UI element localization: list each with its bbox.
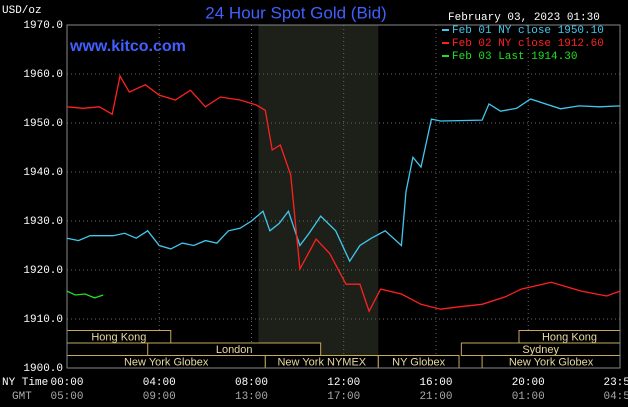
x-row-label: GMT [12, 391, 32, 403]
gmt-tick-label: 04:59 [603, 391, 628, 403]
y-tick-label: 1920.0 [23, 265, 63, 277]
gmt-tick-label: 21:00 [419, 391, 452, 403]
legend-label: Feb 02 NY close 1912.60 [452, 38, 604, 50]
x-tick-label: 23:59 [603, 377, 628, 389]
subtitle: www.kitco.com [69, 38, 186, 55]
session-label: New York Globex [124, 357, 209, 369]
session-label: Hong Kong [542, 332, 597, 344]
y-tick-label: 1970.0 [23, 20, 63, 32]
y-tick-label: 1950.0 [23, 118, 63, 130]
session-label: London [216, 344, 253, 356]
y-tick-label: 1940.0 [23, 167, 63, 179]
session-label: New York Globex [509, 357, 594, 369]
x-tick-label: 12:00 [327, 377, 360, 389]
highlight-band [258, 25, 379, 368]
x-tick-label: 00:00 [50, 377, 83, 389]
x-tick-label: 20:00 [512, 377, 545, 389]
x-tick-label: 04:00 [143, 377, 176, 389]
y-tick-label: 1910.0 [23, 314, 63, 326]
gmt-tick-label: 13:00 [235, 391, 268, 403]
session-label: NY Globex [392, 357, 445, 369]
session-label: Sydney [522, 344, 559, 356]
chart-title: 24 Hour Spot Gold (Bid) [205, 3, 386, 22]
session-label: Hong Kong [91, 332, 146, 344]
plot-frame [66, 24, 621, 369]
gmt-tick-label: 01:00 [512, 391, 545, 403]
unit-label: USD/oz [2, 5, 42, 17]
y-tick-label: 1930.0 [23, 216, 63, 228]
y-tick-label: 1900.0 [23, 363, 63, 375]
series-line [66, 290, 104, 299]
legend-label: Feb 01 NY close 1950.10 [452, 25, 604, 37]
session-label: New York NYMEX [277, 357, 366, 369]
y-tick-label: 1960.0 [23, 69, 63, 81]
x-tick-label: 16:00 [419, 377, 452, 389]
series-line [66, 74, 621, 313]
legend-label: Feb 03 Last 1914.30 [452, 51, 577, 63]
gmt-tick-label: 17:00 [327, 391, 360, 403]
x-tick-label: 08:00 [235, 377, 268, 389]
gmt-tick-label: 05:00 [50, 391, 83, 403]
x-row-label: NY Time [2, 377, 48, 389]
timestamp: February 03, 2023 01:30 [448, 12, 600, 24]
series-line [66, 98, 621, 263]
gmt-tick-label: 09:00 [143, 391, 176, 403]
